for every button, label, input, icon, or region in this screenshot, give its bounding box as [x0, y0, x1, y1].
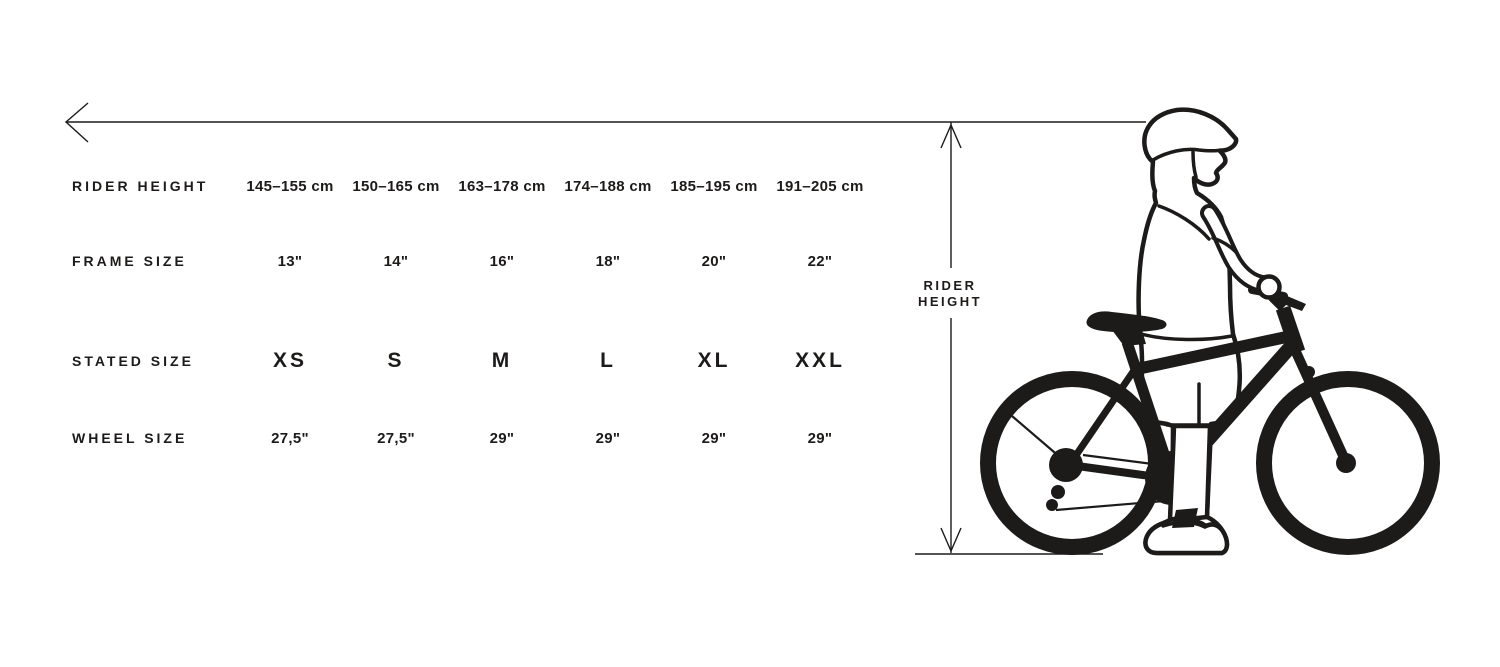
- pedal: [1172, 508, 1198, 528]
- wheel-size-value: 29": [595, 429, 621, 447]
- row-label-frame-size: FRAME SIZE: [72, 253, 187, 269]
- table-row-frame-size: FRAME SIZE 13" 14" 16" 18" 20" 22": [72, 247, 873, 275]
- rider-hand: [1256, 274, 1282, 300]
- rider-height-value: 150–165 cm: [352, 177, 440, 195]
- rider-height-value: 145–155 cm: [246, 177, 334, 195]
- saddle: [1086, 311, 1167, 333]
- wheel-size-value: 29": [489, 429, 515, 447]
- rider-height-value: 174–188 cm: [564, 177, 652, 195]
- rider-height-dimension-label: RIDER HEIGHT: [917, 278, 983, 309]
- stated-size-value: XS: [272, 349, 307, 372]
- stated-size-value: M: [491, 349, 513, 372]
- stated-size-value: XXL: [795, 349, 845, 372]
- frame-size-value: 22": [807, 252, 833, 270]
- stated-size-value: S: [387, 349, 405, 372]
- table-row-rider-height: RIDER HEIGHT 145–155 cm 150–165 cm 163–1…: [72, 172, 873, 200]
- brake-lever: [1278, 293, 1306, 311]
- stem: [1268, 293, 1287, 312]
- derailleur-upper-pulley: [1051, 485, 1065, 499]
- sleeve-hem-line: [1211, 236, 1238, 254]
- derailleur-lower-pulley: [1046, 499, 1058, 511]
- stated-size-value: XL: [697, 349, 731, 372]
- rider-foreground-parts: [1143, 204, 1282, 556]
- rider-height-dimension-lines: [64, 102, 1146, 555]
- row-label-stated-size: STATED SIZE: [72, 353, 194, 369]
- table-row-stated-size: STATED SIZE XS S M L XL XXL: [72, 344, 873, 378]
- stated-size-value: L: [600, 349, 616, 372]
- front-hub: [1336, 453, 1356, 473]
- frame-size-value: 20": [701, 252, 727, 270]
- rider-height-value: 163–178 cm: [458, 177, 546, 195]
- fork: [1291, 349, 1351, 465]
- frame-size-value: 16": [489, 252, 515, 270]
- row-label-rider-height: RIDER HEIGHT: [72, 178, 209, 194]
- wheel-size-value: 29": [807, 429, 833, 447]
- rider-lower-leg: [1167, 423, 1213, 524]
- rider-height-value: 185–195 cm: [670, 177, 758, 195]
- frame-size-value: 14": [383, 252, 409, 270]
- shoulder-seam-line: [1157, 204, 1211, 241]
- frame-size-value: 13": [277, 252, 303, 270]
- helmet-strap-line: [1191, 150, 1198, 179]
- frame-size-value: 18": [595, 252, 621, 270]
- rider-arm-fill: [1204, 208, 1267, 289]
- shirt-hem-line: [1139, 332, 1234, 342]
- head-tube: [1275, 305, 1306, 355]
- up-arrowhead-icon: [940, 123, 962, 149]
- seatstay: [1067, 364, 1140, 466]
- wheel-size-value: 27,5": [271, 429, 309, 447]
- row-label-wheel-size: WHEEL SIZE: [72, 430, 188, 446]
- wheel-size-value: 29": [701, 429, 727, 447]
- left-arrowhead-icon: [64, 102, 89, 143]
- rider-height-value: 191–205 cm: [776, 177, 864, 195]
- wheel-size-value: 27,5": [377, 429, 415, 447]
- helmet-rim-line: [1151, 147, 1223, 162]
- top-tube: [1135, 330, 1293, 375]
- front-wheel: [1256, 371, 1440, 555]
- down-arrowhead-icon: [940, 527, 962, 553]
- front-brake: [1303, 366, 1315, 378]
- chain-bottom-line: [1055, 499, 1165, 512]
- table-row-wheel-size: WHEEL SIZE 27,5" 27,5" 29" 29" 29" 29": [72, 424, 873, 452]
